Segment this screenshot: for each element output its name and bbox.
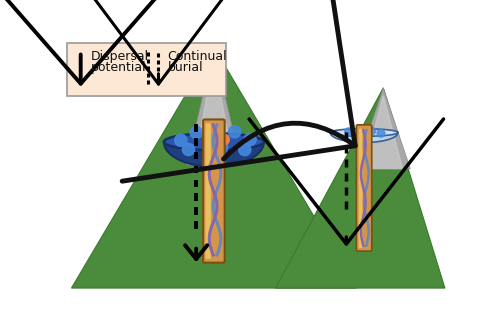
Text: burial: burial [168,61,203,74]
Circle shape [238,143,251,155]
FancyBboxPatch shape [358,129,362,248]
Ellipse shape [330,129,398,136]
Text: Continual: Continual [168,50,228,63]
Circle shape [244,133,256,146]
FancyBboxPatch shape [203,119,224,263]
Polygon shape [72,47,356,288]
Polygon shape [194,57,233,165]
Circle shape [377,130,385,137]
Polygon shape [164,142,264,167]
Circle shape [190,126,202,139]
Text: Dispersal: Dispersal [90,50,149,63]
FancyBboxPatch shape [356,125,372,251]
Circle shape [345,128,352,135]
Circle shape [216,141,228,153]
Circle shape [206,122,218,134]
Circle shape [174,134,187,146]
Polygon shape [276,88,445,288]
Polygon shape [356,88,410,169]
FancyBboxPatch shape [67,43,226,96]
Text: potential: potential [90,61,146,74]
Circle shape [364,130,372,138]
Circle shape [218,134,230,145]
Circle shape [356,125,364,133]
Polygon shape [330,133,398,143]
Circle shape [368,127,376,135]
Polygon shape [364,95,403,169]
Circle shape [182,143,194,155]
FancyBboxPatch shape [206,123,211,259]
Polygon shape [187,47,241,165]
Ellipse shape [164,133,264,150]
Circle shape [228,126,241,138]
